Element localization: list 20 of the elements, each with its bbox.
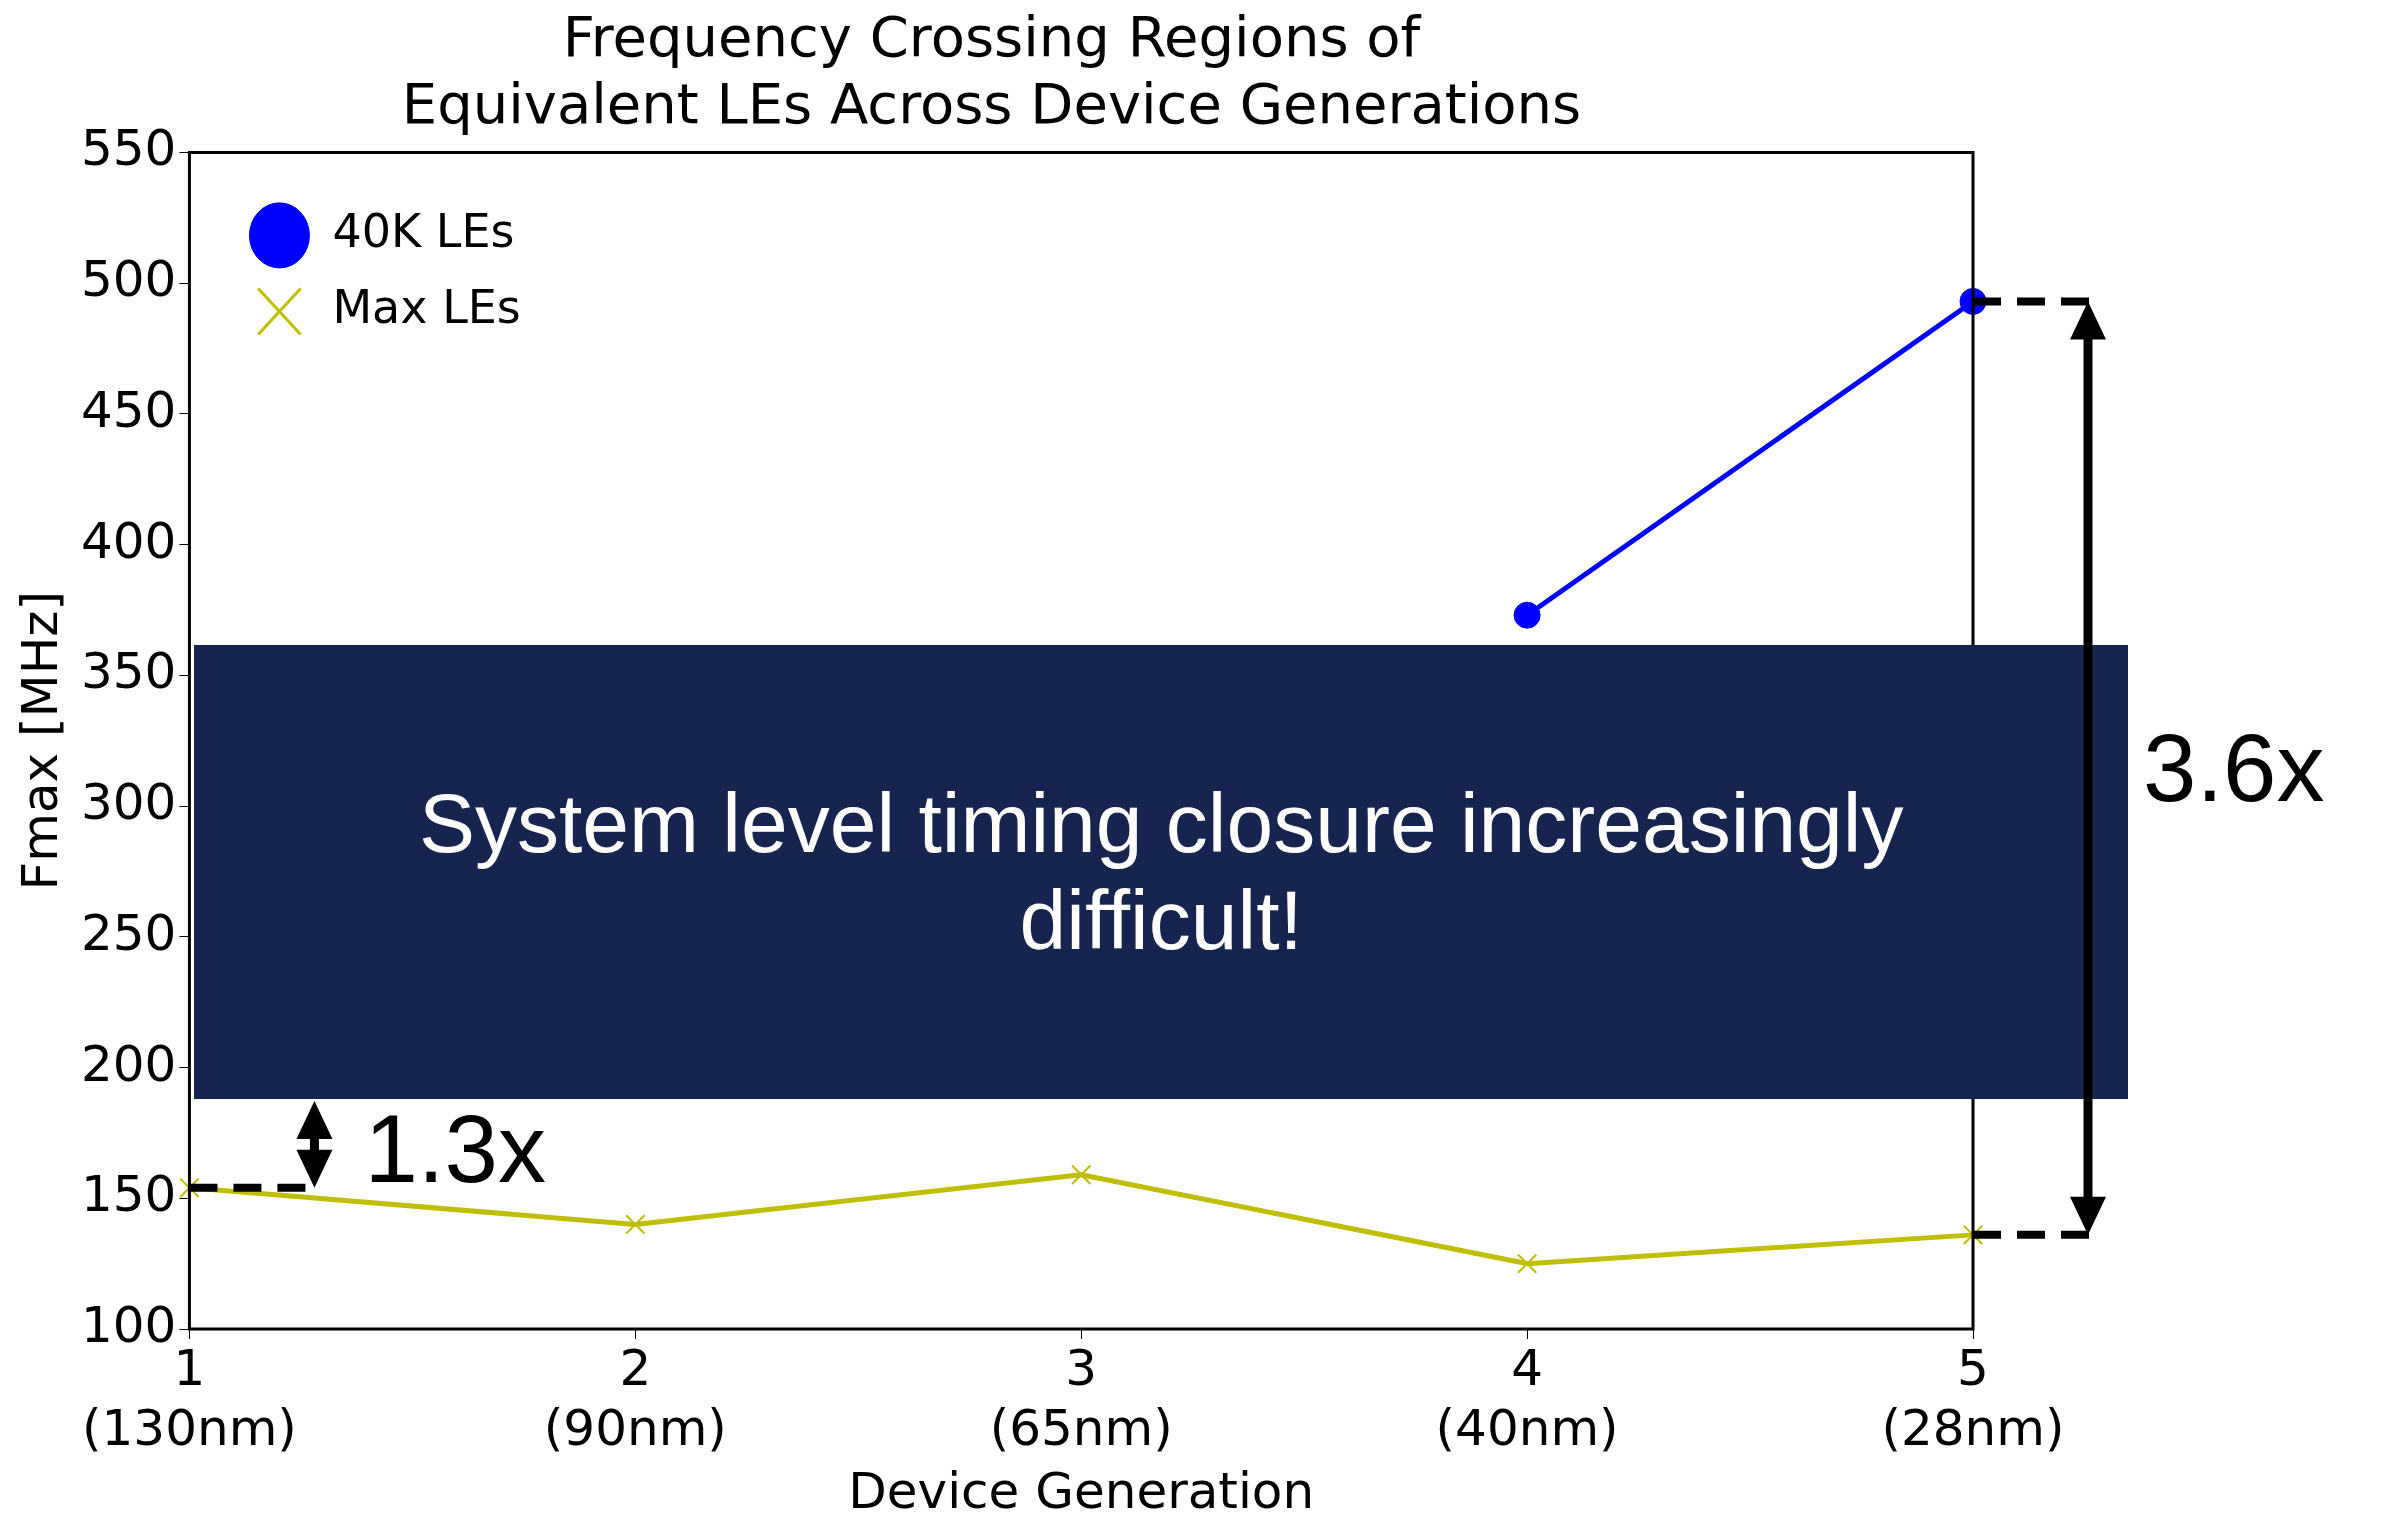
legend-label: 40K LEs — [332, 204, 515, 259]
y-tick-label: 550 — [81, 119, 177, 178]
y-tick-label: 250 — [81, 903, 177, 962]
y-tick-label: 200 — [81, 1034, 177, 1093]
x-tick-label: 4 (40nm) — [1435, 1338, 1619, 1457]
x-tick-label: 3 (65nm) — [989, 1338, 1173, 1457]
callout-box: System level timing closure increasingly difficult! — [194, 645, 2128, 1099]
y-tick-label: 500 — [81, 250, 177, 309]
y-tick-label: 450 — [81, 380, 177, 439]
legend-label: Max LEs — [332, 280, 521, 335]
x-tick-label: 5 (28nm) — [1881, 1338, 2065, 1457]
x-tick-label: 2 (90nm) — [543, 1338, 727, 1457]
y-tick-label: 150 — [81, 1165, 177, 1224]
chart-title: Frequency Crossing Regions of Equivalent LEs Across Device Generations — [401, 4, 1582, 137]
y-tick-label: 300 — [81, 773, 177, 832]
y-tick-label: 400 — [81, 511, 177, 570]
text: 3.6x — [2143, 713, 2325, 824]
y-axis-title: Fmax [MHz] — [10, 590, 69, 891]
y-tick-label: 350 — [81, 642, 177, 701]
x-axis-title: Device Generation — [848, 1461, 1315, 1520]
